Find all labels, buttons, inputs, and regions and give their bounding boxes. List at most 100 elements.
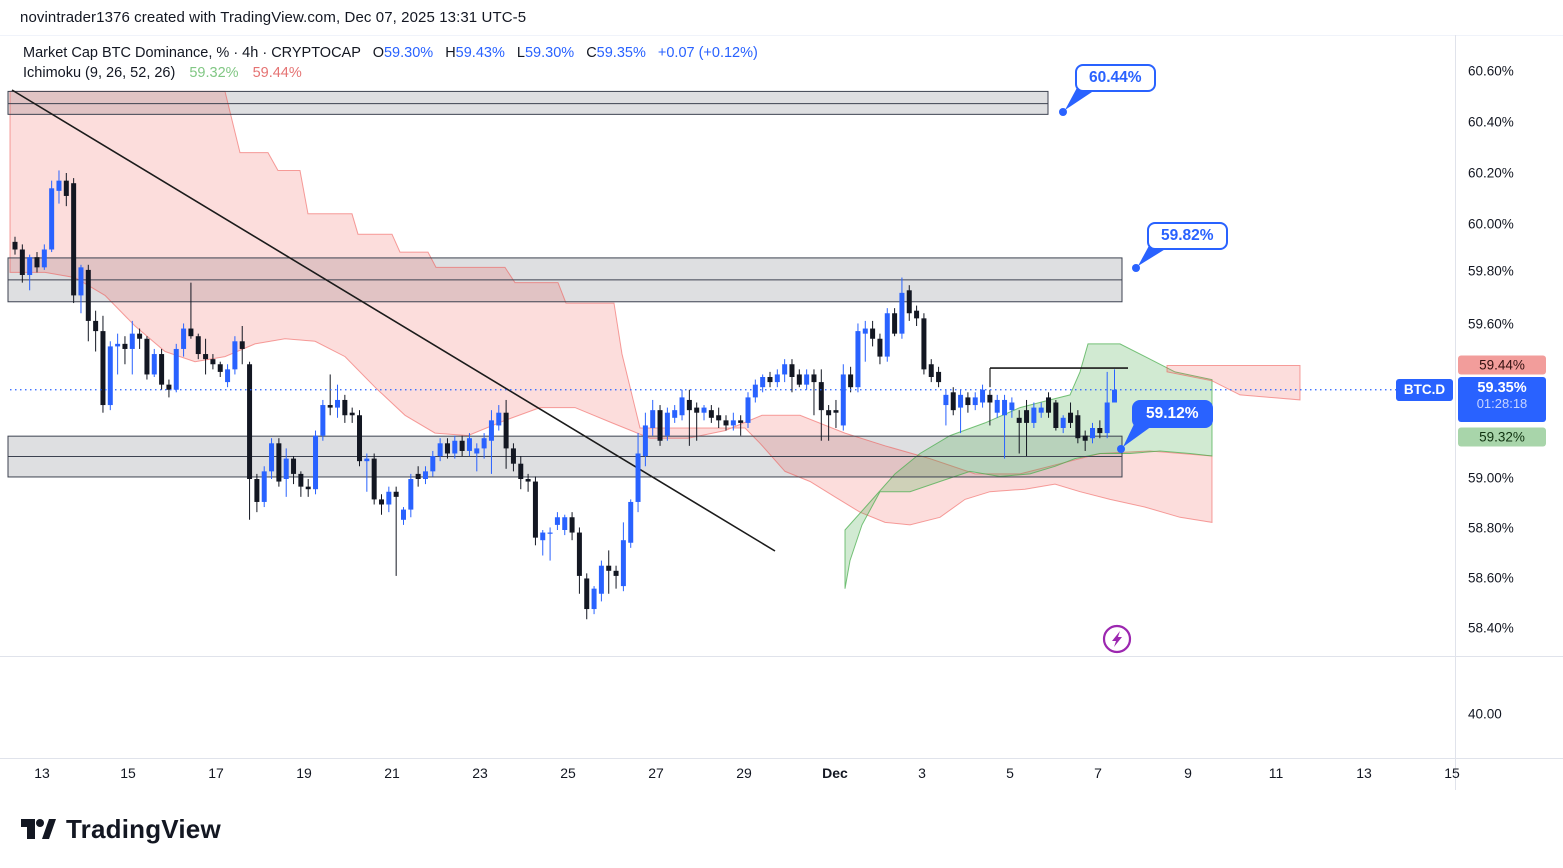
candle-body [503, 412, 509, 449]
candle-body [276, 443, 282, 482]
close-label: C [586, 45, 597, 61]
senkou-a-price-badge: 59.44% [1458, 355, 1546, 375]
descending-trendline [11, 89, 776, 552]
candle-body [408, 479, 414, 510]
candle-body [752, 384, 758, 398]
price-axis-label: 40.00 [1468, 706, 1502, 722]
candle-body [1060, 417, 1066, 428]
candle-body [569, 517, 575, 533]
bar-countdown: 01:28:18 [1476, 396, 1528, 411]
candle-body [93, 320, 99, 332]
price-axis-label: 60.40% [1468, 114, 1514, 130]
candle-body [291, 458, 297, 474]
candle-body [584, 578, 590, 610]
candle-body [899, 292, 905, 334]
candle-body [19, 249, 25, 275]
candle-body [1031, 407, 1037, 423]
candle-body [349, 412, 355, 416]
candle-body [855, 331, 861, 388]
candle-body [173, 348, 179, 390]
candle-body [848, 374, 854, 388]
price-axis-label: 60.60% [1468, 63, 1514, 79]
price-axis-label: 60.00% [1468, 216, 1514, 232]
candle-body [1082, 435, 1088, 441]
candle-body [833, 410, 839, 413]
candle-body [203, 354, 209, 360]
candle-body [144, 338, 150, 375]
candle-body [635, 453, 641, 502]
price-level-callout[interactable]: 59.12% [1132, 400, 1213, 428]
candle-body [518, 463, 524, 479]
price-level-callout[interactable]: 59.82% [1147, 222, 1228, 250]
candle-body [488, 420, 494, 441]
time-axis-label: 19 [296, 765, 312, 781]
price-axis-label: 58.80% [1468, 520, 1514, 536]
time-axis-label: 13 [34, 765, 50, 781]
candle-body [980, 389, 986, 403]
time-axis-label: 13 [1356, 765, 1372, 781]
candle-body [818, 382, 824, 411]
candle-body [474, 448, 480, 454]
supply-demand-zone [8, 91, 1048, 115]
candle-body [914, 310, 920, 319]
candle-body [884, 313, 890, 357]
lightning-icon[interactable] [1102, 624, 1132, 654]
ichimoku-future-cloud [1166, 365, 1301, 401]
time-axis-label: 5 [1006, 765, 1014, 781]
candle-body [313, 435, 319, 490]
candle-body [247, 364, 253, 479]
candle-body [598, 565, 604, 594]
candle-body [642, 425, 648, 457]
candle-body [261, 471, 267, 502]
candle-body [49, 188, 55, 250]
candle-body [811, 374, 817, 383]
candle-body [928, 364, 934, 377]
candle-body [730, 420, 736, 426]
senkou-b-price-badge: 59.32% [1458, 427, 1546, 447]
candle-body [664, 412, 670, 436]
indicator-title[interactable]: Ichimoku (9, 26, 52, 26) [23, 65, 176, 81]
candle-body [532, 481, 538, 538]
time-axis-label: 29 [736, 765, 752, 781]
candle-body [686, 399, 692, 411]
candle-body [950, 392, 956, 411]
candle-body [972, 397, 978, 406]
candle-body [85, 269, 91, 321]
candle-body [56, 180, 62, 191]
candle-body [364, 458, 370, 462]
price-axis-label: 60.20% [1468, 165, 1514, 181]
symbol-legend[interactable]: Market Cap BTC Dominance, % · 4h · CRYPT… [23, 45, 758, 61]
candle-body [254, 479, 260, 502]
candle-body [159, 354, 165, 385]
time-axis-label: 7 [1094, 765, 1102, 781]
candle-body [1068, 412, 1074, 423]
candle-body [393, 491, 399, 497]
tradingview-logo[interactable]: TradingView [20, 812, 221, 846]
zone-border [7, 90, 1049, 115]
price-axis-label: 58.40% [1468, 620, 1514, 636]
candle-body [269, 443, 275, 472]
price-level-callout[interactable]: 60.44% [1075, 64, 1156, 92]
candle-body [400, 509, 406, 520]
candle-body [525, 479, 531, 482]
pane-top-border [0, 35, 1563, 36]
pane-divider[interactable] [0, 656, 1563, 657]
candle-body [459, 440, 465, 451]
symbol-title[interactable]: Market Cap BTC Dominance, % · 4h · CRYPT… [23, 45, 361, 61]
symbol-price-flag[interactable]: BTC.D [1396, 379, 1453, 401]
change-value: +0.07 (+0.12%) [657, 45, 758, 61]
indicator-legend[interactable]: Ichimoku (9, 26, 52, 26) 59.32% 59.44% [23, 65, 302, 81]
candle-body [320, 405, 326, 436]
tradingview-logo-icon [21, 819, 56, 839]
candle-body [71, 183, 77, 296]
open-value: 59.30% [383, 45, 434, 61]
candle-body [723, 420, 729, 426]
candle-body [12, 241, 18, 250]
candle-body [628, 501, 634, 543]
candle-body [437, 443, 443, 457]
candle-body [298, 473, 304, 487]
candle-body [796, 374, 802, 385]
candle-body [1104, 402, 1110, 434]
time-axis-label: 15 [1444, 765, 1460, 781]
